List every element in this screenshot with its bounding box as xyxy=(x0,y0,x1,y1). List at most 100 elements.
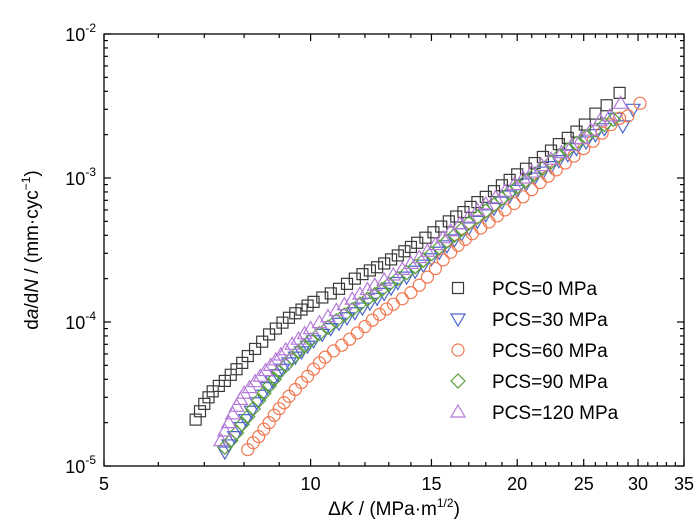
data-point xyxy=(234,416,251,433)
data-point xyxy=(193,405,207,418)
legend-symbol xyxy=(449,313,467,328)
data-point xyxy=(307,295,320,308)
data-point xyxy=(436,253,450,267)
data-point xyxy=(563,137,580,152)
data-point xyxy=(412,278,426,292)
data-point xyxy=(366,286,383,303)
data-point xyxy=(318,350,332,364)
axis-ticks: 5 10 15 20 25 30 35 10-5 10-4 10-3 10-2 xyxy=(65,21,694,494)
legend-marker xyxy=(449,313,467,328)
data-point xyxy=(198,397,211,410)
plot-frame xyxy=(103,33,685,467)
data-point xyxy=(451,215,468,230)
legend-symbol xyxy=(449,403,467,418)
data-point xyxy=(544,144,558,157)
data-point xyxy=(324,287,337,300)
x-tick-label: 10 xyxy=(301,474,321,494)
data-point xyxy=(241,349,254,363)
data-point xyxy=(395,292,409,306)
data-point xyxy=(267,351,284,366)
data-point xyxy=(423,253,440,267)
data-point xyxy=(612,95,629,109)
data-point xyxy=(280,357,298,372)
legend-marker xyxy=(450,373,466,389)
data-point xyxy=(553,144,570,159)
data-point xyxy=(507,196,521,211)
data-point xyxy=(415,259,432,274)
data-point xyxy=(284,350,301,367)
data-point xyxy=(391,249,404,262)
legend-marker xyxy=(451,281,465,295)
data-point xyxy=(344,291,361,305)
data-point xyxy=(276,316,289,329)
data-point xyxy=(460,208,477,223)
data-point xyxy=(435,229,452,244)
data-point xyxy=(272,346,289,361)
data-point xyxy=(302,332,319,348)
data-point xyxy=(379,302,394,316)
data-point xyxy=(404,240,417,254)
data-point xyxy=(600,99,613,112)
data-point xyxy=(404,286,418,300)
data-point xyxy=(212,432,229,447)
data-point xyxy=(343,332,357,346)
x-axis-label: ΔK / (MPa·m1/2) xyxy=(328,496,460,520)
data-point xyxy=(363,264,376,277)
data-point xyxy=(350,326,364,340)
data-point xyxy=(262,416,276,430)
data-point xyxy=(359,281,376,296)
legend-entry-1: PCS=30 MPa xyxy=(449,310,608,331)
data-point xyxy=(216,446,233,461)
legend-entry-3: PCS=90 MPa xyxy=(450,372,608,393)
data-point xyxy=(578,118,592,131)
data-point xyxy=(248,342,262,356)
data-point xyxy=(509,178,526,195)
data-point xyxy=(442,222,459,237)
y-tick-label: 10-3 xyxy=(65,165,96,189)
legend-label: PCS=0 MPa xyxy=(492,279,598,300)
data-point xyxy=(266,371,283,388)
data-point xyxy=(380,276,397,293)
data-point xyxy=(534,166,551,181)
data-point xyxy=(582,121,599,136)
data-point xyxy=(256,335,269,348)
data-point xyxy=(248,397,265,411)
legend-entry-2: PCS=60 MPa xyxy=(451,341,608,362)
x-tick-label: 25 xyxy=(574,474,594,494)
data-point xyxy=(220,414,237,429)
data-point xyxy=(398,271,415,286)
data-point xyxy=(243,405,260,420)
data-point xyxy=(446,234,463,249)
legend-entry-0: PCS=0 MPa xyxy=(451,279,598,300)
data-point xyxy=(398,245,411,258)
data-point xyxy=(525,183,539,197)
data-point xyxy=(407,265,424,280)
data-point xyxy=(262,357,279,371)
data-point xyxy=(498,203,512,217)
data-point xyxy=(444,245,458,259)
data-point xyxy=(224,405,241,420)
data-point xyxy=(216,422,233,437)
data-point xyxy=(335,338,349,352)
data-point xyxy=(428,261,443,276)
data-point xyxy=(601,107,618,122)
legend-symbol xyxy=(450,373,466,389)
data-point xyxy=(551,148,567,164)
data-point xyxy=(589,107,602,120)
x-tick-label: 15 xyxy=(421,474,441,494)
data-point xyxy=(237,414,254,428)
legend-label: PCS=120 MPa xyxy=(492,403,619,424)
legend-symbol xyxy=(451,343,465,357)
data-point xyxy=(420,270,435,284)
y-tick-label: 10-2 xyxy=(65,21,96,45)
x-tick-label: 20 xyxy=(507,474,527,494)
data-point xyxy=(378,257,391,270)
data-point xyxy=(256,385,272,402)
data-point xyxy=(384,253,398,266)
legend-marker xyxy=(451,343,465,357)
data-point xyxy=(289,307,302,320)
y-axis-label: da/dN / (mm·cyc−1) xyxy=(19,170,43,329)
data-point xyxy=(431,246,448,261)
data-point xyxy=(621,109,635,123)
data-point xyxy=(316,291,329,304)
